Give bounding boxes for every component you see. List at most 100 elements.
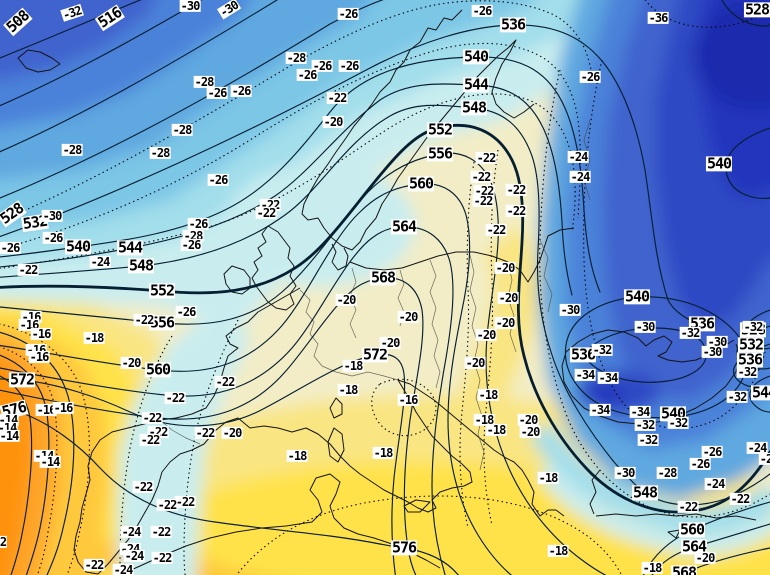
- height-label: 572: [8, 370, 35, 389]
- temp-label: -28: [61, 142, 83, 157]
- height-label: 528: [743, 0, 770, 19]
- temp-label: -30: [614, 465, 636, 480]
- height-label: 544: [750, 385, 770, 401]
- height-label: 540: [623, 287, 650, 306]
- temp-label: -36: [647, 10, 669, 25]
- height-label: 548: [127, 256, 154, 275]
- temp-label: -26: [689, 456, 711, 471]
- temp-label: -20: [519, 424, 541, 439]
- temp-label: -30: [559, 302, 581, 317]
- temp-label: -18: [473, 412, 495, 427]
- temp-label: -26: [206, 85, 228, 100]
- temp-label: -22: [141, 410, 163, 425]
- temp-label: -26: [579, 69, 601, 84]
- temp-label: -22: [150, 524, 172, 539]
- temp-label: -26: [296, 67, 318, 82]
- temp-label: -26: [701, 444, 723, 459]
- height-label: 560: [144, 360, 171, 379]
- temp-label: -30: [216, 0, 242, 20]
- temp-label: -32: [637, 432, 659, 447]
- height-label: 540: [705, 154, 732, 173]
- temp-label: -28: [285, 50, 307, 65]
- height-label: 536: [736, 350, 763, 369]
- temp-label: -34: [629, 404, 651, 419]
- height-label: 540: [462, 47, 489, 66]
- height-label: 556: [148, 313, 175, 332]
- height-label: 552: [426, 120, 453, 139]
- height-label: 568: [369, 268, 396, 287]
- temp-label: -18: [286, 448, 308, 463]
- temp-label: -26: [175, 304, 197, 319]
- temp-label: -14: [0, 428, 20, 443]
- temp-label: -20: [397, 309, 419, 324]
- temp-label: -22: [214, 374, 236, 389]
- temp-label: -28: [171, 122, 193, 137]
- temp-label: -24: [120, 524, 142, 539]
- temp-label: -16: [52, 400, 74, 415]
- temp-label: -22: [194, 425, 216, 440]
- height-label: 568: [670, 565, 697, 575]
- temp-label: -22: [17, 262, 39, 277]
- temp-label: -34: [589, 402, 611, 417]
- height-label: 564: [390, 217, 417, 236]
- temp-label: -22: [133, 312, 155, 327]
- temp-label: -22: [729, 491, 751, 506]
- temp-label: -18: [485, 422, 507, 437]
- temp-label: -18: [641, 560, 663, 575]
- temp-label: -18: [537, 470, 559, 485]
- temp-label: -18: [477, 387, 499, 402]
- temp-label: -32: [634, 417, 656, 432]
- temp-label: -34: [574, 367, 596, 382]
- temp-label: -26: [180, 237, 202, 252]
- temp-label: -22: [326, 90, 348, 105]
- temp-label: -26: [207, 172, 229, 187]
- temp-label: -22: [139, 432, 161, 447]
- temp-label: -26: [338, 58, 360, 73]
- temp-label: -20: [494, 315, 516, 330]
- temp-label: -24: [569, 169, 591, 184]
- temp-label: -24: [89, 254, 111, 269]
- temp-label: -32: [736, 364, 758, 379]
- temp-label: -30: [179, 0, 201, 13]
- temp-label: -20: [517, 412, 539, 427]
- temp-label: -32: [742, 319, 764, 334]
- temp-label: -32: [591, 342, 613, 357]
- height-label: 560: [678, 520, 705, 539]
- temp-label: -22: [473, 183, 495, 198]
- temp-label: -22: [472, 193, 494, 208]
- temp-label: -32: [667, 415, 689, 430]
- temp-label: -24: [123, 548, 145, 563]
- temp-label: -22: [132, 479, 154, 494]
- temp-label: -18: [342, 358, 364, 373]
- temp-label: -18: [83, 330, 105, 345]
- temp-label: -22: [485, 222, 507, 237]
- height-label: 548: [631, 483, 658, 502]
- temp-label: -26: [471, 3, 493, 18]
- temp-label: -26: [230, 83, 252, 98]
- temp-label: -16: [35, 402, 57, 417]
- temp-label: -20: [494, 260, 516, 275]
- temp-label: -18: [372, 445, 394, 460]
- height-label: 556: [426, 144, 453, 163]
- temp-label: -18: [337, 382, 359, 397]
- height-label: 544: [116, 238, 143, 257]
- temp-label: -32: [726, 389, 748, 404]
- temp-label: -22: [470, 169, 492, 184]
- temp-label: -2: [758, 453, 770, 465]
- temp-label: -22: [83, 557, 105, 572]
- temp-label: -20: [464, 355, 486, 370]
- temp-label: -24: [746, 440, 768, 455]
- height-label: 552: [148, 281, 175, 300]
- temp-label: -20: [694, 550, 716, 565]
- temp-label: -20: [379, 335, 401, 350]
- temp-label: -16: [28, 349, 50, 364]
- temp-label: -32: [60, 3, 84, 23]
- temp-label: -26: [187, 216, 209, 231]
- temp-label: -20: [221, 425, 243, 440]
- height-label: 544: [462, 75, 489, 94]
- temp-label: -16: [397, 392, 419, 407]
- temp-label: -28: [149, 145, 171, 160]
- temp-label: -30: [41, 208, 63, 223]
- temp-label: -18: [547, 543, 569, 558]
